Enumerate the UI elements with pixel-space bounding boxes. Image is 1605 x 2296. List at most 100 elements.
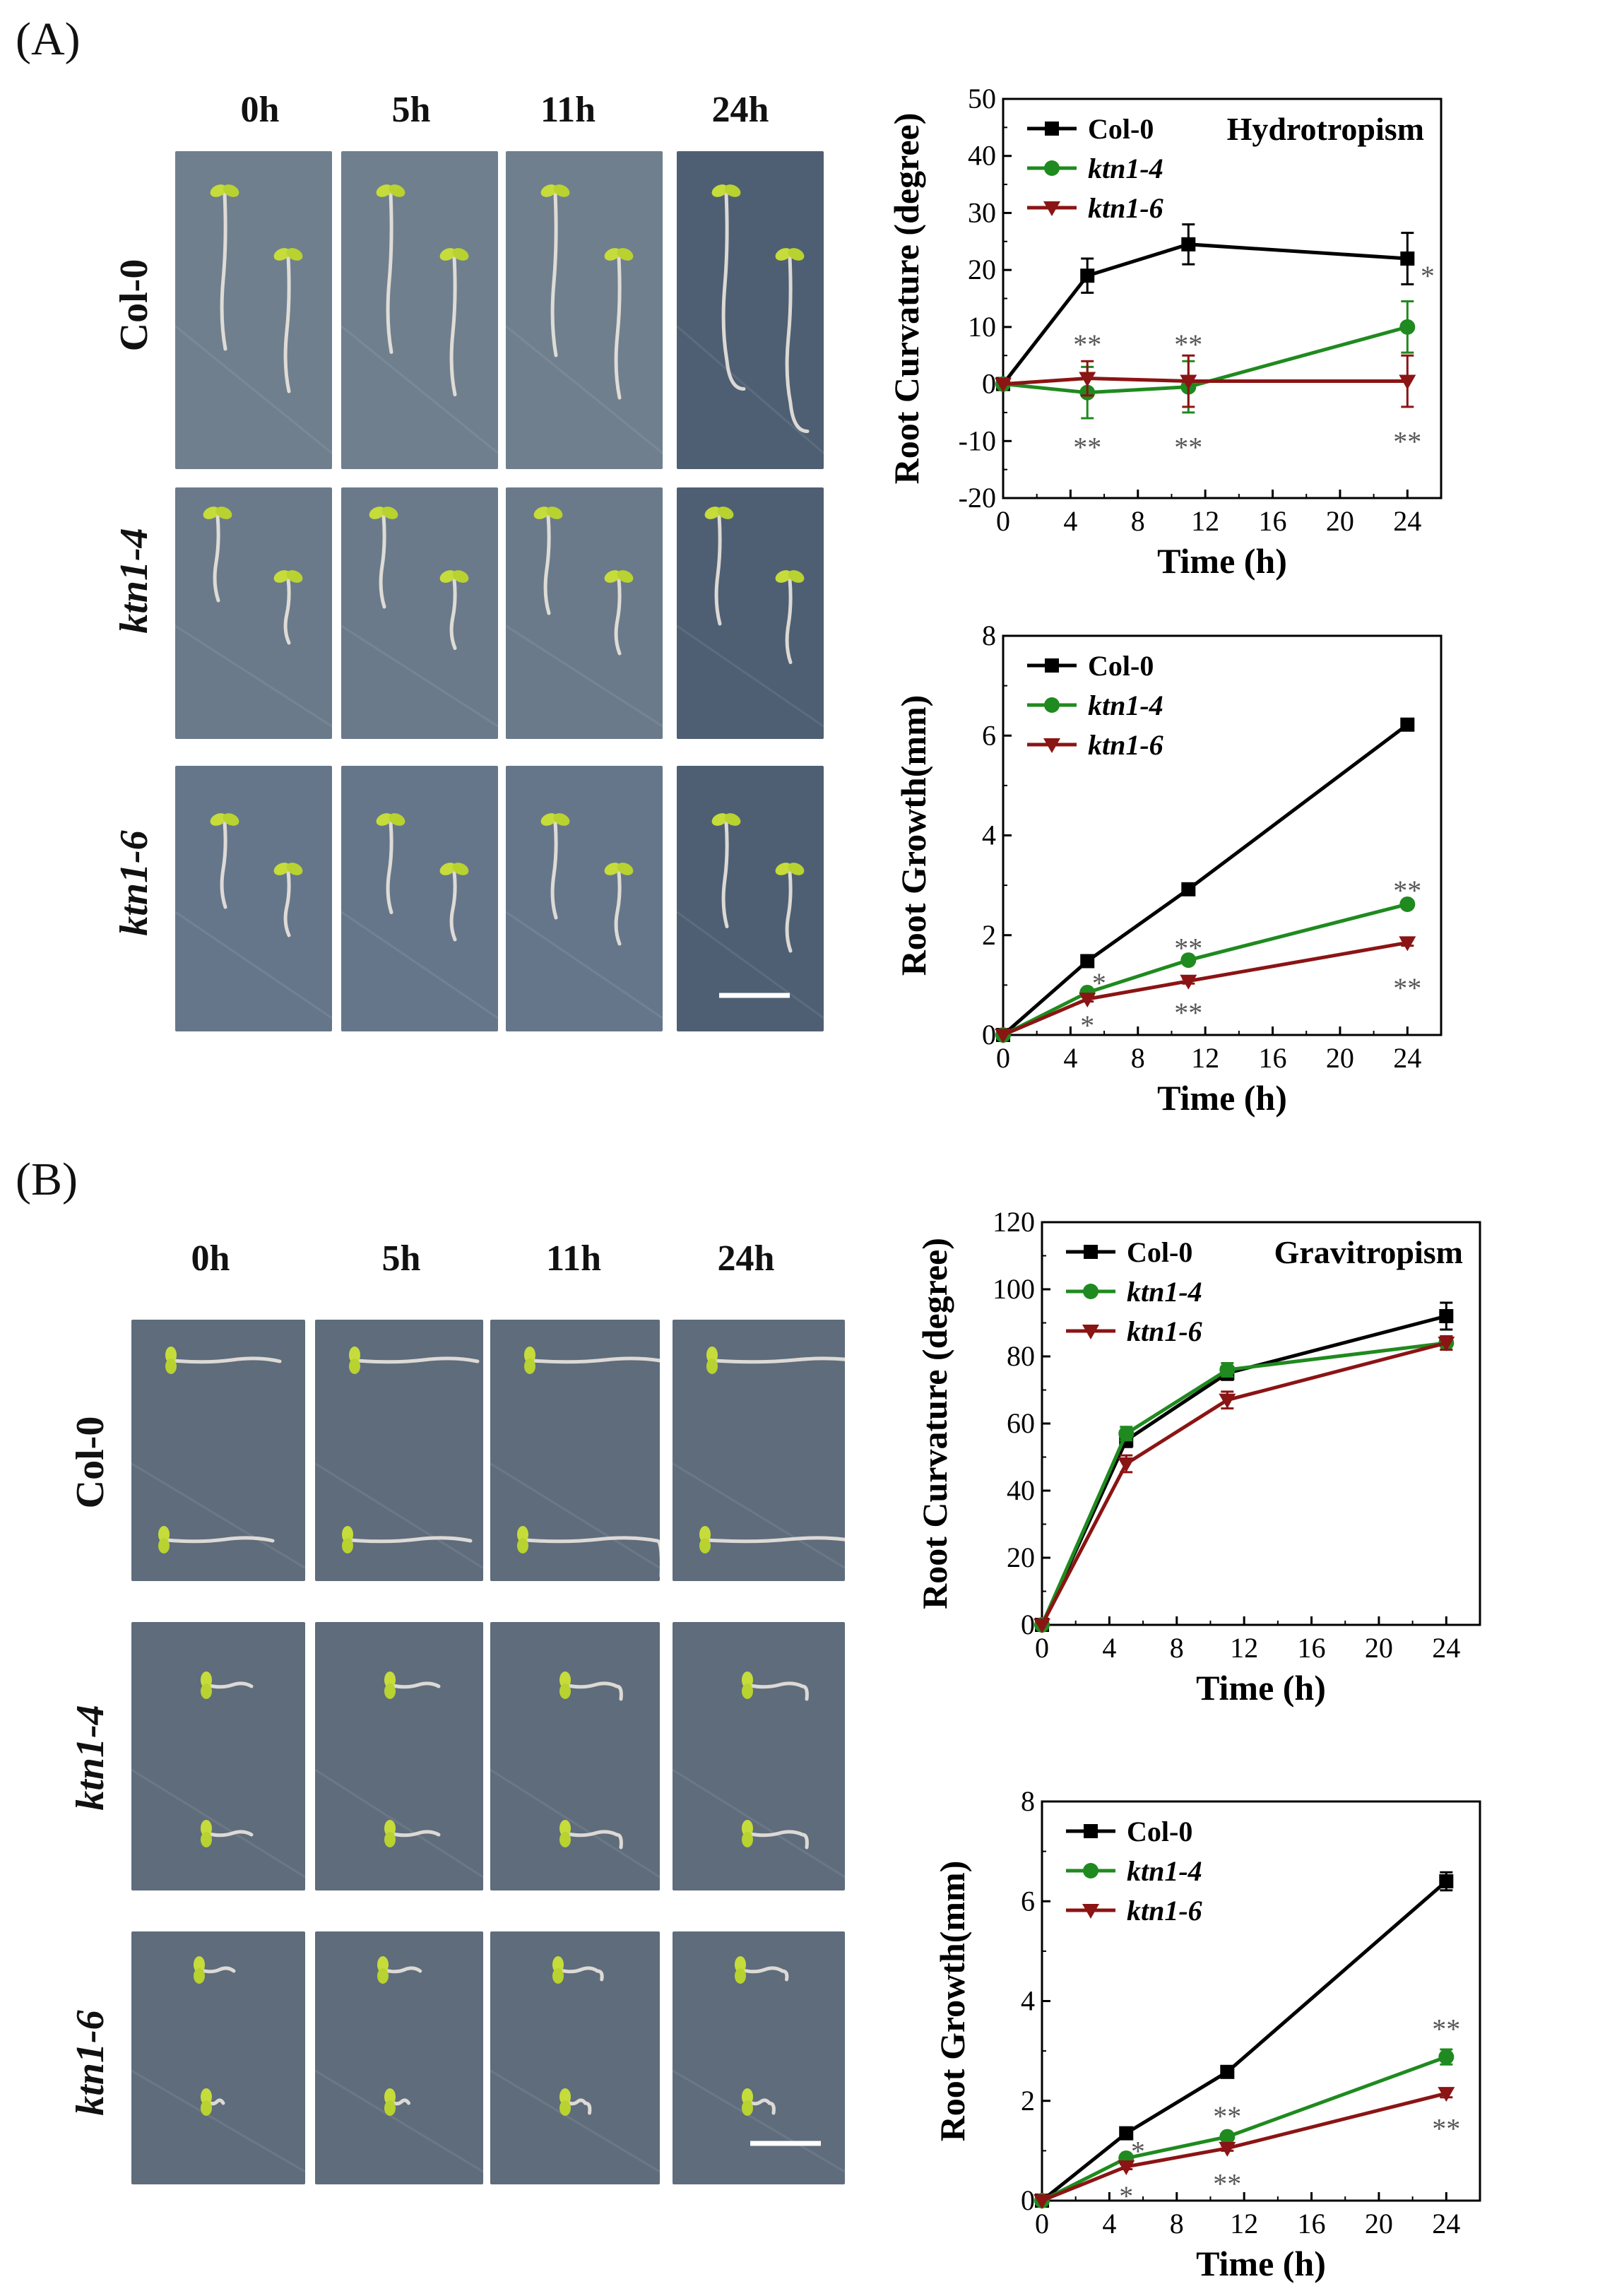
panel-b-seedling-3-1 — [699, 1526, 845, 1554]
legend-label-Col-0: Col-0 — [1127, 1236, 1192, 1268]
significance-marker: ** — [1393, 425, 1421, 457]
point-Col-0 — [1400, 717, 1415, 732]
significance-marker: * — [1080, 1010, 1094, 1041]
point-Col-0 — [1439, 1874, 1454, 1888]
legend-marker-ktn1-4 — [1044, 160, 1060, 176]
panel-a-seedling-9-1 — [439, 863, 469, 942]
panel-b-seedling-10-1 — [559, 2088, 592, 2116]
x-tick-label: 24 — [1393, 505, 1421, 537]
chart-title: Hydrotropism — [1227, 111, 1424, 147]
panel-b-photo-1 — [315, 1320, 483, 1581]
legend-marker-ktn1-4 — [1044, 697, 1060, 713]
panel-a-row-ktn1-4: ktn1-4 — [112, 528, 156, 634]
point-ktn1-4 — [1399, 896, 1416, 912]
x-tick-label: 20 — [1365, 2208, 1393, 2239]
panel-b-time-0h: 0h — [191, 1238, 230, 1279]
y-tick-label: 40 — [1007, 1474, 1035, 1506]
legend-label-ktn1-6: ktn1-6 — [1088, 729, 1163, 761]
panel-b-photo-5 — [315, 1622, 483, 1890]
panel-b-photo-6 — [490, 1622, 660, 1890]
panel-a-photo-4 — [175, 487, 332, 739]
panel-a-seedling-4-1 — [273, 570, 303, 645]
legend-marker-ktn1-6 — [1043, 201, 1060, 216]
y-tick-label: 8 — [1021, 1785, 1035, 1817]
panel-b-photo-8 — [131, 1931, 305, 2184]
plot-frame — [1041, 1221, 1481, 1626]
y-tick-label: 40 — [968, 140, 996, 172]
panel-a-seedling-9-0 — [376, 813, 405, 914]
panel-b-seedling-2-1 — [517, 1526, 660, 1578]
y-tick-label: 8 — [982, 620, 996, 651]
y-tick-label: 80 — [1007, 1340, 1035, 1372]
panel-a-seedling-7-0 — [704, 507, 734, 626]
panel-b-seedling-0-1 — [158, 1526, 275, 1554]
y-tick-label: 6 — [982, 719, 996, 751]
legend-marker-ktn1-6 — [1082, 1904, 1099, 1919]
panel-b-row-col0: Col-0 — [69, 1416, 112, 1509]
series-line-ktn1-4 — [1002, 325, 1408, 395]
panel-b-time-5h: 5h — [381, 1238, 421, 1279]
y-tick-label: 0 — [1021, 1609, 1035, 1640]
panel-b-seedling-6-0 — [559, 1671, 623, 1701]
series-line-ktn1-6 — [1002, 940, 1408, 1037]
x-tick-label: 0 — [1035, 1632, 1049, 1664]
legend-marker-Col-0 — [1084, 1245, 1098, 1259]
panel-b-seedling-5-0 — [384, 1671, 441, 1699]
y-tick-label: -20 — [959, 482, 996, 514]
x-tick-label: 0 — [996, 505, 1010, 537]
panel-a-photo-2 — [506, 151, 663, 469]
significance-marker: ** — [1213, 2167, 1241, 2199]
point-Col-0 — [1080, 268, 1095, 283]
legend-marker-ktn1-6 — [1082, 1325, 1099, 1339]
x-tick-label: 20 — [1326, 1042, 1354, 1074]
panel-b-seedling-10-0 — [552, 1956, 604, 1984]
point-Col-0 — [1439, 1309, 1454, 1323]
panel-b-photo-3 — [673, 1320, 845, 1581]
series-line-Col-0 — [1040, 1314, 1447, 1626]
point-Col-0 — [1119, 2126, 1134, 2141]
x-tick-label: 20 — [1365, 1632, 1393, 1664]
x-tick-label: 4 — [1102, 2208, 1116, 2239]
y-axis-label: Root Curvature (degree) — [915, 1238, 954, 1609]
panel-b-seedling-3-0 — [706, 1347, 845, 1374]
y-tick-label: 20 — [1007, 1541, 1035, 1573]
significance-marker: ** — [1432, 2013, 1460, 2044]
legend-label-ktn1-4: ktn1-4 — [1088, 153, 1163, 184]
panel-a-photo-9 — [341, 766, 498, 1031]
panel-a-photo-3 — [677, 151, 824, 469]
panel-a-seedling-7-1 — [775, 570, 805, 664]
panel-a-seedling-8-0 — [210, 813, 239, 909]
panel-b-seedling-5-1 — [384, 1820, 441, 1847]
significance-marker: * — [1421, 260, 1435, 292]
panel-a-seedling-4-0 — [203, 507, 232, 603]
panel-b-seedling-7-0 — [742, 1671, 809, 1701]
y-tick-label: 120 — [993, 1206, 1035, 1238]
point-Col-0 — [1220, 2064, 1235, 2079]
legend-label-Col-0: Col-0 — [1088, 650, 1154, 682]
x-tick-label: 16 — [1298, 1632, 1326, 1664]
panel-b-photo-9 — [315, 1931, 483, 2184]
panel-a-time-24h: 24h — [711, 90, 769, 130]
y-axis-label: Root Growth(mm) — [932, 1861, 972, 2142]
x-axis-label: Time (h) — [1196, 2244, 1326, 2283]
panel-a-row-col0: Col-0 — [112, 259, 156, 352]
point-ktn1-6 — [1438, 2087, 1455, 2102]
y-axis-label: Root Growth(mm) — [894, 695, 933, 976]
panel-b-seedling-6-1 — [559, 1820, 623, 1850]
point-ktn1-4 — [1399, 319, 1416, 335]
panel-a-seedling-3-1 — [775, 248, 810, 433]
significance-marker: ** — [1393, 972, 1421, 1004]
x-tick-label: 4 — [1102, 1632, 1116, 1664]
panel-a-seedling-5-0 — [369, 507, 398, 609]
x-tick-label: 0 — [1035, 2208, 1049, 2239]
y-tick-label: 30 — [968, 196, 996, 228]
series-line-ktn1-4 — [1041, 2055, 1447, 2203]
panel-a-seedling-0-1 — [273, 248, 303, 393]
panel-b-seedling-9-1 — [384, 2088, 410, 2116]
y-tick-label: 10 — [968, 311, 996, 343]
panel-a-photo-8 — [175, 766, 332, 1031]
panel-a-photo-1 — [341, 151, 498, 469]
significance-marker: * — [1092, 967, 1106, 999]
